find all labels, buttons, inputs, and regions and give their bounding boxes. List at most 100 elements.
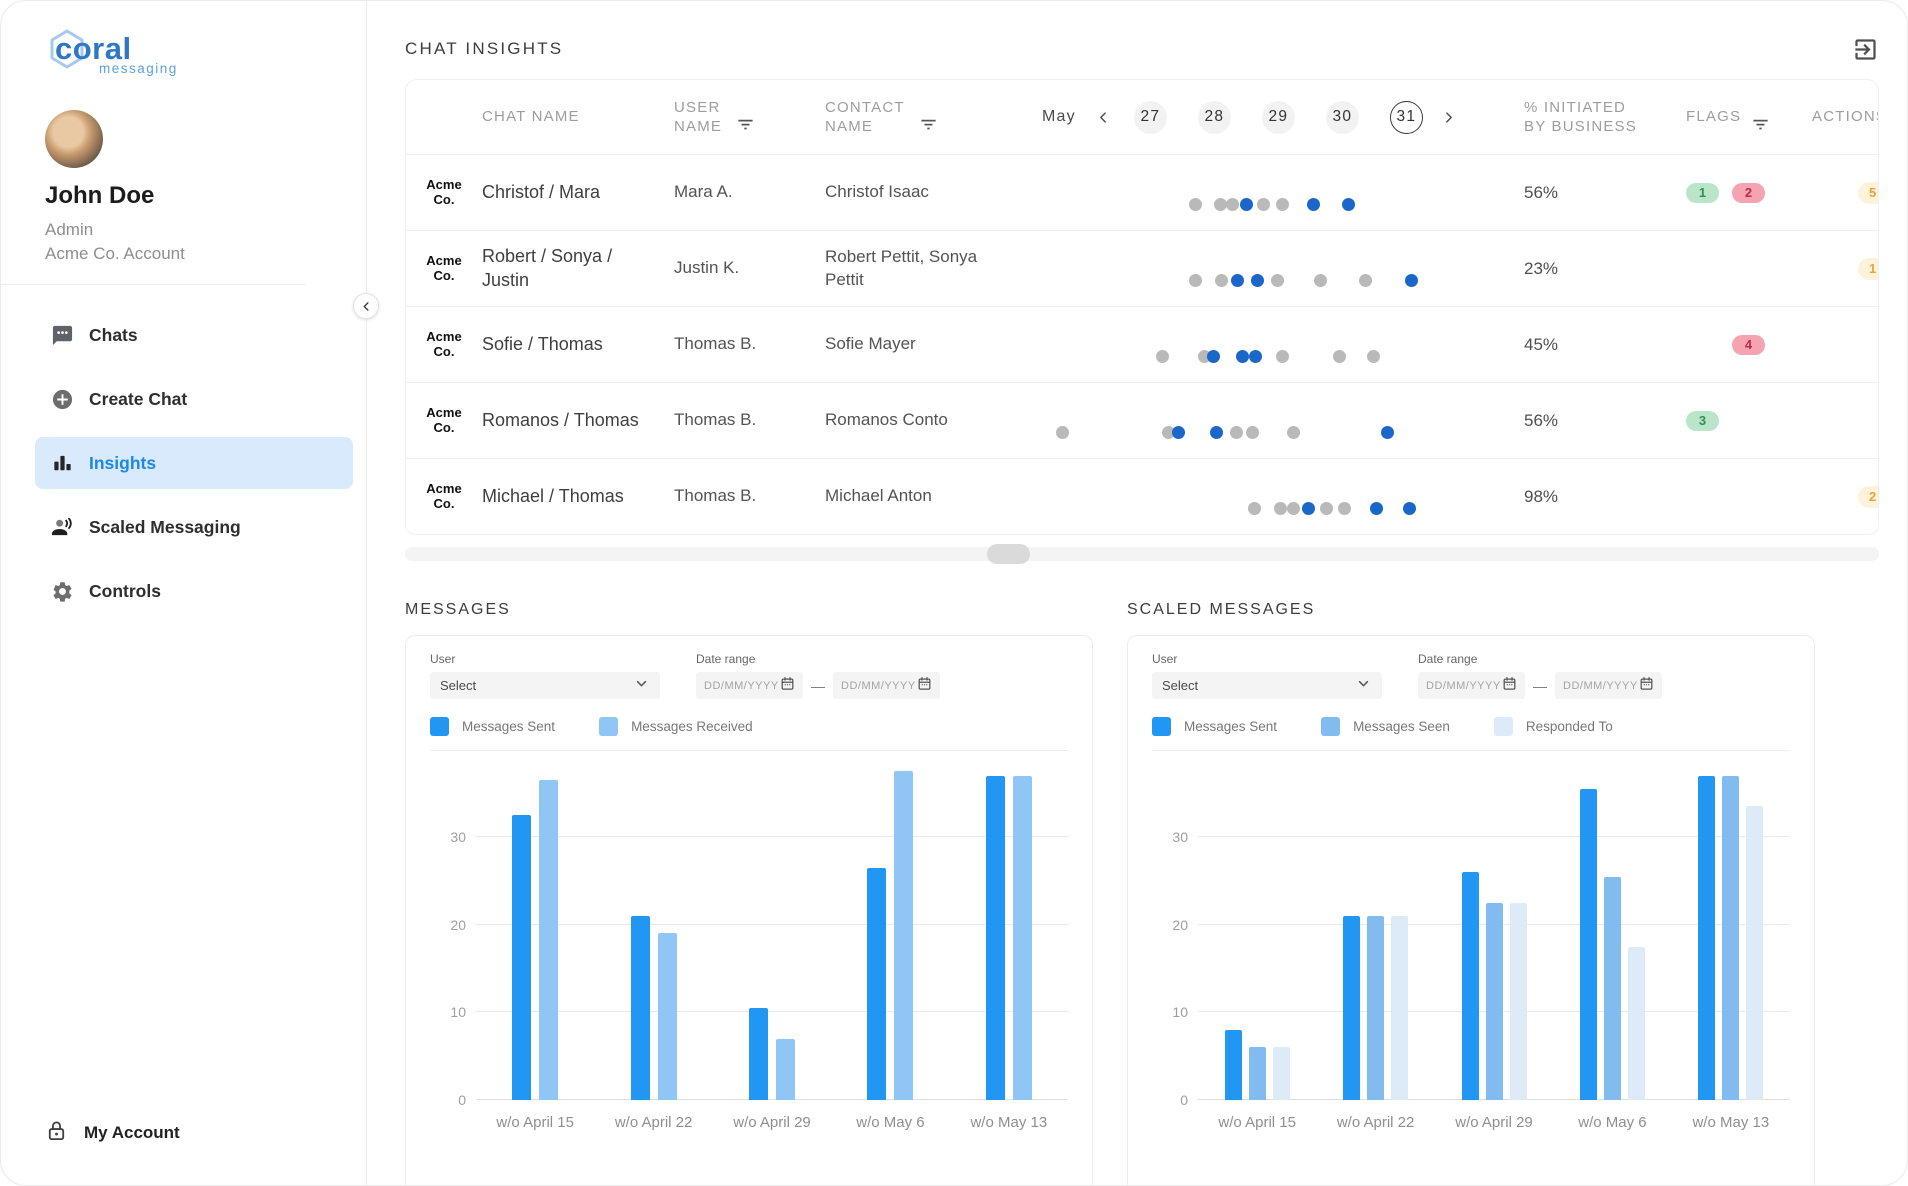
actions-cell	[1804, 307, 1878, 382]
date-range-label: Date range	[696, 652, 756, 666]
org-logo: Acme Co.	[406, 177, 482, 208]
day-chip-28[interactable]: 28	[1197, 100, 1231, 134]
activity-dot	[1156, 349, 1169, 363]
filter-icon[interactable]	[736, 95, 755, 139]
sidebar-collapse-button[interactable]	[353, 293, 379, 319]
date-range-inputs: DD/MM/YYYY — DD/MM/YYYY	[1418, 672, 1662, 699]
activity-dot	[1405, 273, 1418, 287]
sidebar-item-controls[interactable]: Controls	[35, 565, 353, 617]
my-account-button[interactable]: My Account	[1, 1119, 366, 1185]
chat-insights-table: CHAT NAME USER NAME CONTACT NAME May	[405, 79, 1879, 535]
activity-timeline	[1036, 459, 1510, 534]
gridline	[476, 923, 1068, 925]
bar-messages-received	[1012, 776, 1032, 1100]
initiated-percentage: 45%	[1524, 334, 1559, 354]
bar-messages-seen	[1722, 776, 1740, 1100]
gridline	[476, 836, 1068, 838]
activity-dot	[1367, 349, 1380, 363]
legend-item-messages-seen: Messages Seen	[1321, 717, 1450, 736]
activity-dot	[1287, 501, 1300, 515]
org-logo: Acme Co.	[406, 253, 482, 284]
date-placeholder: DD/MM/YYYY	[841, 679, 916, 692]
date-to-input[interactable]: DD/MM/YYYY	[1555, 672, 1662, 699]
user-select[interactable]: Select	[430, 672, 660, 699]
next-day-button[interactable]	[1437, 105, 1461, 129]
export-icon[interactable]	[1852, 36, 1879, 63]
chat-name-cell: Christof / Mara	[482, 181, 601, 202]
legend-label: Responded To	[1525, 719, 1613, 734]
table-row: Acme Co. Sofie / Thomas Thomas B. Sofie May…	[406, 306, 1878, 382]
horizontal-scrollbar[interactable]	[405, 544, 1879, 564]
filter-icon[interactable]	[1751, 95, 1770, 139]
range-separator: —	[811, 677, 825, 694]
org-badge: Acme Co.	[426, 404, 462, 435]
bar-messages-received	[657, 933, 677, 1100]
day-chip-29[interactable]: 29	[1261, 100, 1295, 134]
date-from-input[interactable]: DD/MM/YYYY	[1418, 672, 1525, 699]
activity-dot	[1381, 425, 1394, 439]
controls-icon	[50, 579, 74, 603]
calendar-icon	[917, 676, 932, 696]
user-name-cell: Thomas B.	[674, 334, 757, 354]
day-chip-31[interactable]: 31	[1389, 100, 1423, 134]
x-axis-label: w/o May 6	[1578, 1114, 1647, 1131]
brand-name: coral	[55, 31, 132, 66]
date-placeholder: DD/MM/YYYY	[1563, 679, 1638, 692]
day-chip-30[interactable]: 30	[1325, 100, 1359, 134]
day-chip-27[interactable]: 27	[1133, 100, 1167, 134]
date-navigator: May 27 28 29 30 31	[1036, 100, 1510, 134]
activity-dot	[1162, 425, 1175, 439]
x-axis-label: w/o April 15	[496, 1114, 574, 1131]
filter-icon[interactable]	[919, 95, 938, 139]
scrollbar-thumb[interactable]	[987, 544, 1030, 564]
header-initiated: % INITIATED BY BUSINESS	[1524, 98, 1637, 136]
bar-messages-sent	[867, 868, 887, 1100]
insights-icon	[50, 451, 74, 475]
user-filter-label: User	[430, 652, 456, 666]
action-badge[interactable]: 5	[1858, 181, 1878, 204]
legend-label: Messages Received	[631, 719, 753, 734]
prev-day-button[interactable]	[1092, 105, 1116, 129]
activity-dot	[1189, 197, 1202, 211]
activity-dot	[1251, 273, 1264, 287]
sidebar-item-scaled-messaging[interactable]: Scaled Messaging	[35, 501, 353, 553]
chevron-left-icon	[363, 301, 369, 311]
x-axis-labels: w/o April 15 w/o April 22 w/o April 29 w/o …	[1198, 1114, 1790, 1131]
sidebar-item-label: Chats	[89, 324, 138, 345]
activity-timeline	[1036, 155, 1510, 230]
date-range-filter: Date range DD/MM/YYYY — DD/MM/YYYY	[1418, 652, 1662, 699]
bar-group	[950, 767, 1068, 1100]
activity-dot	[1276, 197, 1289, 211]
sidebar-item-create-chat[interactable]: Create Chat	[35, 373, 353, 425]
y-axis-tick: 10	[1172, 1004, 1188, 1021]
activity-dot	[1342, 197, 1355, 211]
user-select[interactable]: Select	[1152, 672, 1382, 699]
bar-messages-sent	[985, 776, 1005, 1100]
sidebar-item-insights[interactable]: Insights	[35, 437, 353, 489]
activity-dot	[1056, 425, 1069, 439]
activity-timeline	[1036, 307, 1510, 382]
y-axis-tick: 30	[1172, 829, 1188, 846]
actions-cell: 5	[1804, 155, 1878, 230]
date-to-input[interactable]: DD/MM/YYYY	[833, 672, 940, 699]
bar-messages-seen	[1603, 877, 1621, 1100]
sidebar-item-chats[interactable]: Chats	[35, 309, 353, 361]
actions-cell	[1804, 383, 1878, 458]
table-body: Acme Co. Christof / Mara Mara A. Christof I…	[406, 154, 1878, 534]
action-badge[interactable]: 2	[1858, 485, 1878, 508]
bar-group	[1198, 767, 1316, 1100]
bar-messages-sent	[749, 1008, 769, 1100]
legend-divider	[1152, 750, 1790, 751]
legend-item-messages-sent: Messages Sent	[430, 717, 555, 736]
user-select-value: Select	[1162, 678, 1199, 693]
chart-legend: Messages Sent Messages Received	[430, 717, 1068, 736]
sidebar-item-label: Controls	[89, 580, 161, 601]
user-filter: User Select	[1152, 652, 1382, 699]
user-name-cell: Thomas B.	[674, 410, 757, 430]
action-badge[interactable]: 1	[1858, 257, 1878, 280]
activity-timeline	[1036, 383, 1510, 458]
x-axis-label: w/o April 22	[1336, 1114, 1415, 1131]
date-from-input[interactable]: DD/MM/YYYY	[696, 672, 803, 699]
